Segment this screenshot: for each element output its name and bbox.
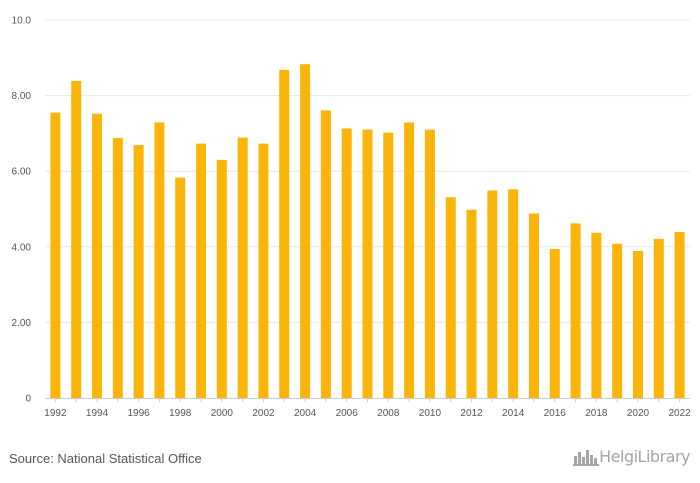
bar-2006 <box>341 128 352 398</box>
city-skyline-icon <box>573 449 600 466</box>
y-tick-label: 4.00 <box>12 242 32 253</box>
x-tick-label: 2018 <box>585 408 608 419</box>
x-tick-label: 2000 <box>211 408 234 419</box>
bar-2001 <box>237 137 248 399</box>
bar-1995 <box>112 137 123 398</box>
bar-2003 <box>279 69 290 399</box>
bar-2012 <box>466 209 477 398</box>
bar-chart: 0 2.00 4.00 6.00 8.00 10.0 1992 1994 1996 1998 200… <box>12 16 692 420</box>
helgi-library-logo[interactable]: HelgiLibrary <box>573 447 690 466</box>
x-tick-label: 2006 <box>336 408 359 419</box>
x-tick-label: 2020 <box>627 408 650 419</box>
bar-1994 <box>92 113 103 398</box>
bar-1992 <box>50 112 61 399</box>
bar-2017 <box>570 223 581 398</box>
bar-2000 <box>216 159 227 398</box>
y-tick-label: 0 <box>25 394 31 405</box>
bars <box>50 64 685 399</box>
bar-2002 <box>258 143 269 398</box>
x-tick-label: 2004 <box>294 408 317 419</box>
y-tick-label: 2.00 <box>12 318 32 329</box>
source-note: Source: National Statistical Office <box>9 451 202 466</box>
y-tick-label: 10.0 <box>12 16 32 27</box>
logo-text: HelgiLibrary <box>599 447 690 466</box>
bar-1993 <box>71 80 82 398</box>
bar-2014 <box>508 189 519 398</box>
bar-1996 <box>133 145 144 398</box>
bar-1998 <box>175 177 186 398</box>
axes: 0 2.00 4.00 6.00 8.00 10.0 1992 1994 1996 1998 200… <box>12 16 692 420</box>
bar-2008 <box>383 132 394 399</box>
x-tick-label: 2022 <box>668 408 691 419</box>
bar-2009 <box>404 122 415 399</box>
y-tick-label: 6.00 <box>12 167 32 178</box>
x-tick-label: 2008 <box>377 408 400 419</box>
bar-2005 <box>320 110 331 398</box>
bar-2013 <box>487 190 498 398</box>
x-tick-label: 2010 <box>419 408 442 419</box>
bar-2004 <box>300 64 311 398</box>
bar-1999 <box>196 143 207 398</box>
x-tick-label: 1996 <box>128 408 151 419</box>
x-tick-label: 1992 <box>44 408 67 419</box>
chart-footer: Source: National Statistical Office Helg… <box>0 440 700 483</box>
bar-1997 <box>154 122 165 399</box>
bar-2007 <box>362 129 373 398</box>
x-tick-label: 2014 <box>502 408 525 419</box>
bar-2011 <box>445 197 456 398</box>
x-tick-label: 2012 <box>460 408 483 419</box>
bar-2021 <box>653 238 664 398</box>
bar-2019 <box>612 243 623 398</box>
x-tick-label: 2002 <box>252 408 275 419</box>
x-tick-label: 2016 <box>544 408 567 419</box>
bar-2010 <box>424 129 435 398</box>
bar-2015 <box>528 213 539 398</box>
y-tick-label: 8.00 <box>12 91 32 102</box>
x-tick-label: 1998 <box>169 408 192 419</box>
bar-2022 <box>674 232 685 398</box>
bar-2016 <box>549 249 560 398</box>
bar-2018 <box>591 232 602 398</box>
x-tick-label: 1994 <box>86 408 109 419</box>
bar-2020 <box>632 250 643 398</box>
